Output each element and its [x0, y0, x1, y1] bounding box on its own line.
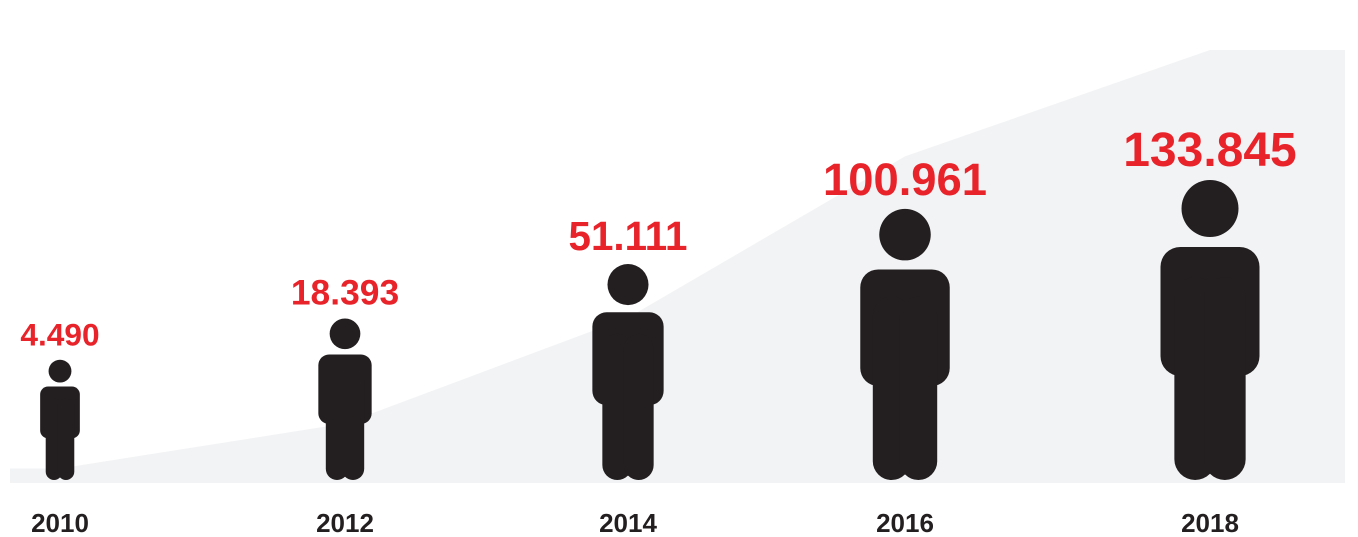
value-label: 133.845: [1123, 124, 1297, 177]
value-label: 4.490: [20, 317, 99, 353]
area: [10, 50, 1345, 483]
person-head: [607, 264, 649, 306]
person: [1160, 180, 1260, 480]
value-label: 51.111: [569, 213, 688, 259]
person-leg: [341, 370, 365, 480]
person-leg: [899, 296, 938, 480]
person-head: [48, 359, 72, 383]
person-head: [1181, 180, 1239, 237]
person: [318, 318, 372, 480]
value-label: 18.393: [291, 272, 399, 312]
x-tick-label: 2012: [316, 508, 374, 537]
value-label: 100.961: [823, 154, 987, 205]
person-leg: [1204, 276, 1246, 480]
person-head: [879, 208, 931, 261]
person-head: [329, 318, 361, 350]
x-tick-label: 2016: [876, 508, 934, 537]
person: [40, 359, 80, 480]
x-tick-label: 2010: [31, 508, 89, 537]
x-tick-label: 2018: [1181, 508, 1239, 537]
person: [592, 264, 664, 480]
person: [860, 208, 950, 480]
x-tick-label: 2014: [599, 508, 657, 537]
person-leg: [57, 398, 75, 480]
person-leg: [623, 333, 654, 480]
